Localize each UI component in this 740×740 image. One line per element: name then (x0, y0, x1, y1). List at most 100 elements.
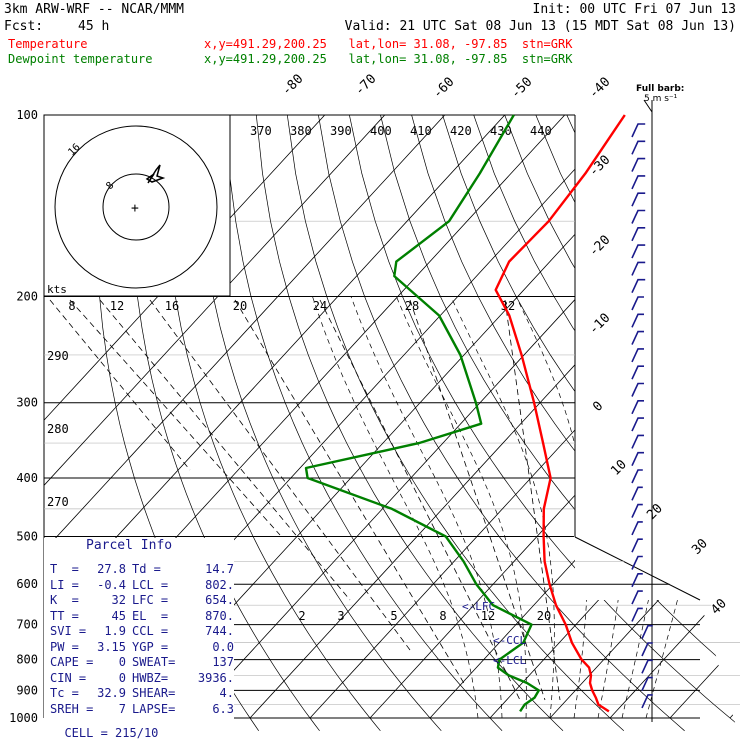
parcel-cell-text: 14.7 (205, 562, 234, 576)
theta-label: 420 (450, 124, 472, 138)
parcel-cell-text: K = (50, 593, 79, 607)
parcel-cell-text: 744. (205, 624, 234, 638)
parcel-cell-text: HWBZ= (132, 670, 169, 685)
wind-speed-label: 24 (313, 299, 327, 313)
wind-barb (631, 175, 646, 190)
speed-line (409, 299, 546, 701)
theta-label: 370 (250, 124, 272, 138)
parcel-cell-text: YGP = (132, 639, 169, 654)
mixing-ratio-label: 3 (337, 609, 344, 623)
isotherm (489, 115, 740, 719)
pressure-label: 400 (16, 471, 38, 485)
speed-line (69, 299, 281, 536)
temp-label: -70 (352, 72, 379, 99)
wind-barb (641, 624, 653, 640)
parcel-cell-text: 3.15 (97, 639, 126, 654)
speed-line (149, 299, 411, 651)
wind-speed-label: 28 (405, 299, 419, 313)
parcel-cell-text: 3936. (197, 670, 234, 685)
lfc-marker: <-LFC (462, 600, 496, 613)
hodograph-ring-outer (54, 125, 218, 289)
mixing-ratio-label: 5 (390, 609, 397, 623)
theta-side-label: 280 (47, 422, 69, 436)
wind-barb (631, 278, 646, 294)
wind-barb (641, 694, 653, 709)
speed-line (49, 299, 191, 471)
dry-adiabat (255, 115, 564, 732)
wind-barb (631, 590, 643, 605)
parcel-row: K = 32 LFC = 654. (50, 593, 234, 607)
theta-label: 400 (370, 124, 392, 138)
wind-speed-label: 16 (165, 299, 179, 313)
wind-barb (631, 503, 643, 518)
temp-label: -80 (279, 72, 306, 99)
dry-adiabat (318, 115, 685, 732)
pressure-label: 500 (16, 529, 38, 543)
parcel-info-title: Parcel Info (86, 538, 173, 553)
wind-barb (631, 261, 646, 276)
hodograph-ring-inner (102, 173, 170, 241)
pressure-label: 300 (16, 396, 38, 410)
isotherm (669, 115, 740, 719)
wind-barb (631, 192, 646, 207)
pressure-label: 1000 (9, 711, 38, 725)
full-barb-title: Full barb: (636, 84, 685, 94)
parcel-cell-text: -0.4 (97, 577, 126, 592)
isotherm (309, 115, 740, 719)
wind-barb (631, 434, 644, 449)
wind-barbs (631, 99, 653, 722)
wind-barb (631, 365, 644, 380)
barb-legend (643, 99, 653, 113)
parcel-cell-text: Td = (132, 562, 161, 576)
temperature-legend: Temperature (8, 37, 88, 51)
parcel-cell-text: 27.8 (97, 562, 126, 576)
moist-adiabat (350, 296, 503, 719)
wind-barb (631, 607, 643, 622)
dry-adiabat (349, 115, 740, 732)
moist-adiabat (515, 296, 589, 719)
parcel-cell-text: SHEAR= (132, 686, 176, 700)
parcel-row: T = 27.8 Td = 14.7 (50, 562, 234, 576)
isotherm (729, 115, 740, 719)
wind-barb (641, 676, 653, 691)
parcel-cell-text: LCL = (132, 577, 169, 592)
parcel-cell-text: 1.9 (104, 624, 126, 638)
hodograph-origin: + (131, 201, 139, 216)
lcl-marker: <-LCL (493, 654, 527, 667)
mixing-ratio-label: 20 (537, 609, 551, 623)
theta-label: 390 (330, 124, 352, 138)
dry-adiabat (721, 115, 740, 732)
wind-barb (631, 140, 646, 155)
temp-label: -60 (430, 75, 457, 102)
dry-adiabat (193, 115, 442, 732)
temp-label: -10 (586, 311, 613, 338)
dewpoint-legend-info: x,y=491.29,200.25 lat,lon= 31.08, -97.85… (204, 52, 573, 66)
parcel-cell-text: LFC = (132, 593, 169, 607)
valid-time: Valid: 21 UTC Sat 08 Jun 13 (15 MDT Sat … (344, 19, 736, 34)
parcel-cell-text: PW = (50, 639, 79, 654)
mixing-ratio-label: 12 (481, 609, 495, 623)
hodograph-trace (145, 164, 166, 184)
parcel-row: LI = -0.4 LCL = 802. (50, 578, 234, 592)
temperature-legend-info: x,y=491.29,200.25 lat,lon= 31.08, -97.85… (204, 37, 573, 51)
parcel-row: PW = 3.15 YGP = 0.0 (50, 640, 234, 654)
parcel-cell-value: 215/10 (115, 726, 159, 740)
wind-barb (631, 573, 643, 588)
init-time: Init: 00 UTC Fri 07 Jun 13 (532, 2, 737, 17)
wind-barb (631, 521, 643, 536)
wind-barb (631, 313, 644, 328)
pressure-label: 600 (16, 577, 38, 591)
pressure-label: 900 (16, 683, 38, 697)
plot-right-diag (574, 536, 701, 601)
temp-label: 10 (608, 457, 630, 479)
speed-line (504, 299, 561, 701)
wind-barb (631, 296, 644, 311)
parcel-cell-text: SWEAT= (132, 655, 176, 669)
parcel-cell-text: 6.3 (212, 701, 234, 716)
parcel-row: TT = 45 EL = 870. (50, 609, 234, 623)
mixing-ratio-label: 8 (439, 609, 446, 623)
wind-barb (631, 486, 643, 501)
wind-barb (631, 209, 646, 224)
temp-label: -50 (508, 75, 535, 102)
parcel-cell-text: LAPSE= (132, 701, 176, 716)
